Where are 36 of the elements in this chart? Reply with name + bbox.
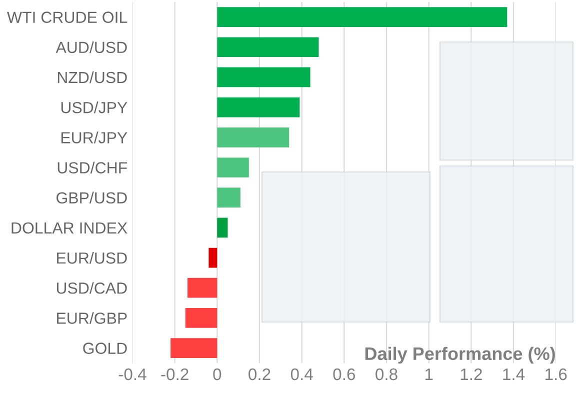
y-tick-label: EUR/JPY	[61, 132, 128, 144]
bar	[208, 248, 218, 268]
y-tick-label: DOLLAR INDEX	[12, 222, 128, 234]
bar	[217, 97, 300, 118]
bar	[217, 218, 228, 238]
x-tick-label: 1.2	[460, 368, 482, 380]
y-tick-label: EUR/GBP	[57, 312, 127, 324]
x-tick-label: 1	[425, 368, 433, 380]
bar	[185, 308, 218, 328]
x-tick-label: -0.2	[161, 368, 188, 380]
bar	[217, 7, 508, 27]
x-tick-label: 0.2	[248, 368, 270, 380]
y-tick-label: USD/JPY	[61, 102, 128, 114]
bar	[217, 158, 249, 178]
x-tick-label: 0.6	[333, 368, 356, 380]
bar	[217, 127, 290, 148]
x-tick-label: 0.4	[290, 368, 313, 380]
bar	[217, 188, 240, 208]
y-tick-label: USD/CHF	[58, 162, 127, 174]
x-axis-title: Daily Performance (%)	[365, 346, 555, 364]
y-tick-label: AUD/USD	[56, 41, 127, 54]
bar	[217, 37, 319, 58]
bar	[217, 67, 310, 88]
y-tick-label: WTI CRUDE OIL	[7, 12, 128, 23]
bar	[188, 278, 218, 298]
y-tick-label: GBP/USD	[56, 192, 127, 204]
y-tick-label: GOLD	[83, 342, 127, 354]
y-tick-label: USD/CAD	[56, 282, 127, 294]
x-tick-label: 0	[213, 368, 222, 380]
x-tick-label: -0.4	[118, 368, 146, 380]
x-tick-label: 0.8	[376, 368, 398, 380]
bar	[170, 338, 218, 358]
x-tick-label: 1.6	[546, 368, 567, 380]
y-tick-label: NZD/USD	[58, 71, 127, 84]
x-tick-label: 1.4	[503, 368, 525, 380]
y-tick-label: EUR/USD	[57, 252, 127, 264]
